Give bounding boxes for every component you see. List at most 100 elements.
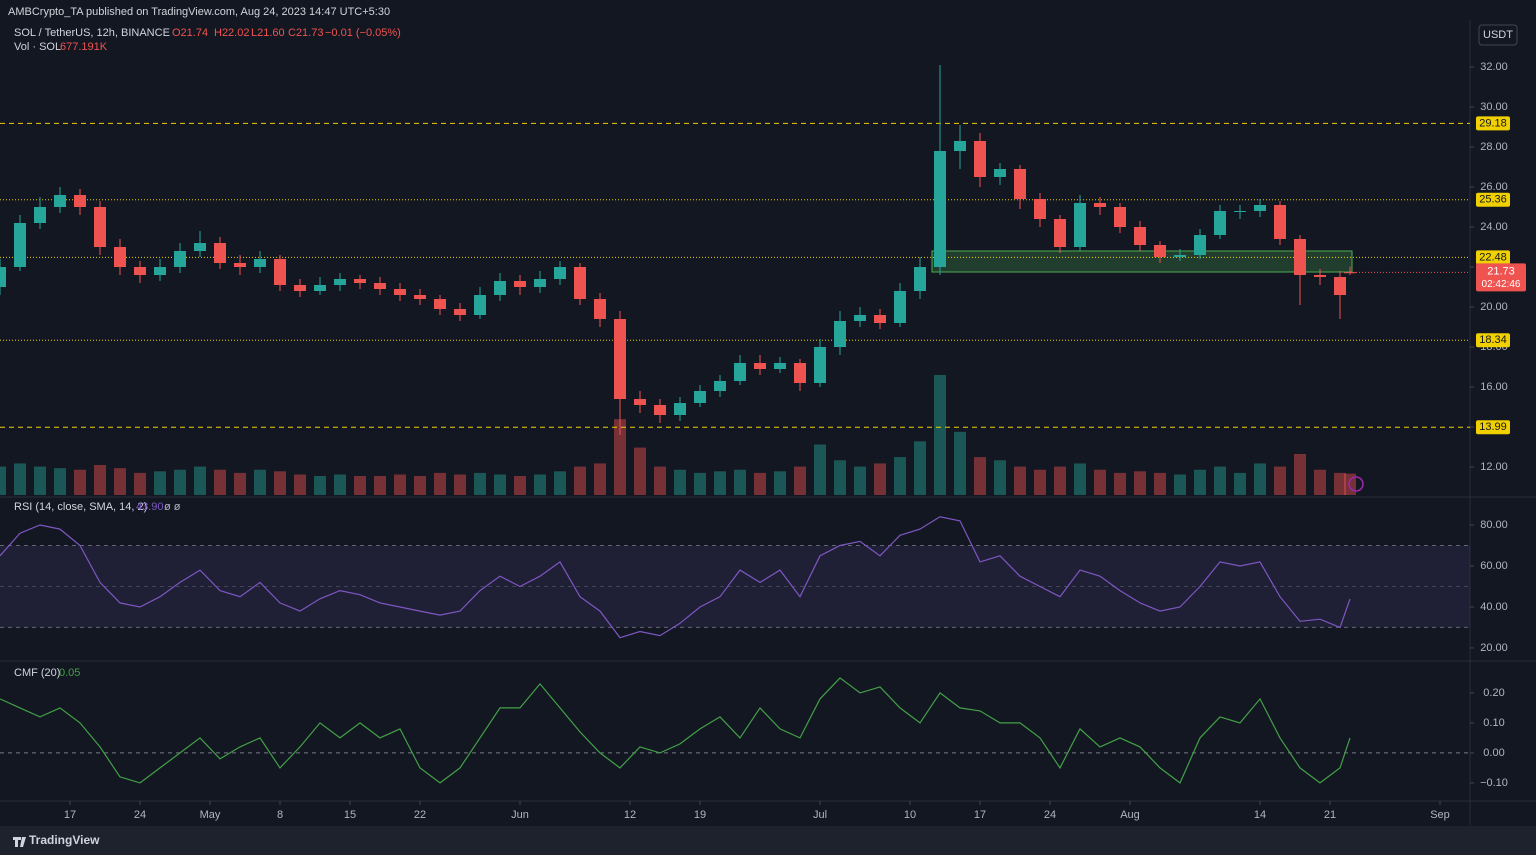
- volume-bar: [34, 466, 46, 495]
- volume-bar: [414, 476, 426, 495]
- rsi-band: [0, 545, 1470, 628]
- candle-body: [434, 299, 446, 309]
- candle-body: [894, 291, 906, 323]
- candle-body: [714, 381, 726, 391]
- candle-body: [294, 285, 306, 291]
- rsi-current: 43.90: [136, 501, 164, 513]
- volume-bar: [734, 469, 746, 495]
- candle-body: [974, 141, 986, 177]
- candle-body: [1214, 211, 1226, 235]
- rsi-extra: ø ø: [164, 501, 181, 513]
- candle-body: [254, 259, 266, 267]
- volume-bar: [1294, 453, 1306, 495]
- candle-body: [834, 321, 846, 347]
- candle-body: [1294, 239, 1306, 275]
- volume-bar: [654, 466, 666, 495]
- currency[interactable]: USDT: [1483, 29, 1513, 41]
- currency-button[interactable]: [1478, 24, 1518, 46]
- volume-bar: [714, 471, 726, 495]
- y-tick-label: 20.00: [1480, 301, 1508, 313]
- publisher: AMBCrypto_TA published on TradingView.co…: [8, 6, 390, 18]
- legend: SOL / TetherUS, 12h, BINANCE O21.74 H22.…: [14, 27, 401, 679]
- volume-bar: [1274, 466, 1286, 495]
- candle-body: [534, 279, 546, 287]
- candle-body: [134, 267, 146, 275]
- volume-bar: [794, 466, 806, 495]
- candle-body: [174, 251, 186, 267]
- candle-body: [954, 141, 966, 151]
- volume-bar: [774, 471, 786, 495]
- volume-bar: [54, 468, 66, 495]
- last-price: 21.73: [1487, 265, 1515, 277]
- volume-bar: [374, 476, 386, 495]
- candle-body: [234, 263, 246, 267]
- y-tick-label: 20.00: [1480, 642, 1508, 654]
- candle-body: [214, 243, 226, 263]
- volume-bar: [1054, 466, 1066, 495]
- volume-bar: [554, 471, 566, 495]
- candle-body: [1094, 203, 1106, 207]
- volume-bar: [314, 476, 326, 495]
- candle-body: [574, 267, 586, 299]
- volume-bar: [914, 441, 926, 495]
- ohlc-high: H22.02: [214, 27, 249, 39]
- volume-bar: [1214, 466, 1226, 495]
- candle-body: [114, 247, 126, 267]
- volume-bar: [0, 466, 6, 495]
- x-tick-label: 8: [277, 809, 283, 821]
- volume-bar: [574, 466, 586, 495]
- volume-bar: [994, 460, 1006, 495]
- volume-bar: [214, 469, 226, 495]
- ohlc-close: C21.73: [288, 27, 323, 39]
- candle-body: [994, 169, 1006, 177]
- volume-current: 677.191K: [60, 41, 108, 53]
- volume-bar: [114, 468, 126, 495]
- level-label-bg: [1476, 250, 1510, 265]
- cmf-current: 0.05: [59, 667, 80, 679]
- volume-bar: [1014, 466, 1026, 495]
- candle-body: [1254, 205, 1266, 211]
- rsi-label: RSI (14, close, SMA, 14, 2): [14, 501, 147, 513]
- candle-body: [734, 363, 746, 381]
- candle-body: [1334, 277, 1346, 295]
- candle-body: [814, 347, 826, 383]
- volume-bar: [954, 431, 966, 495]
- volume-bar: [1094, 469, 1106, 495]
- ohlc-change: −0.01 (−0.05%): [325, 27, 401, 39]
- volume-bar: [594, 463, 606, 495]
- volume-bar: [274, 471, 286, 495]
- volume-bar: [614, 419, 626, 495]
- volume-bar: [1074, 463, 1086, 495]
- x-tick-label: 19: [694, 809, 706, 821]
- candle-body: [874, 315, 886, 323]
- level-label: 13.99: [1479, 421, 1507, 433]
- volume-bar: [474, 472, 486, 495]
- y-tick-label: 16.00: [1480, 381, 1508, 393]
- volume-label: Vol · SOL: [14, 41, 61, 53]
- volume-bar: [1134, 471, 1146, 495]
- candle-body: [554, 267, 566, 279]
- volume-bar: [154, 471, 166, 495]
- candle-body: [374, 283, 386, 289]
- x-tick-label: 21: [1324, 809, 1336, 821]
- y-tick-label: 0.00: [1483, 747, 1504, 759]
- volume-bar: [974, 457, 986, 495]
- volume-bar: [134, 472, 146, 495]
- x-tick-label: 24: [134, 809, 146, 821]
- symbol-title: SOL / TetherUS, 12h, BINANCE: [14, 27, 170, 39]
- support-zone: [931, 250, 1353, 273]
- replay-icon[interactable]: [1348, 476, 1364, 492]
- x-tick-label: 12: [624, 809, 636, 821]
- candle-body: [274, 259, 286, 285]
- volume-bar: [1254, 463, 1266, 495]
- rsi-line: [0, 516, 1351, 639]
- x-tick-label: 17: [974, 809, 986, 821]
- volume-bar: [534, 474, 546, 495]
- candle-body: [914, 267, 926, 291]
- candle-body: [1274, 205, 1286, 239]
- volume-bar: [254, 469, 266, 495]
- candle-body: [674, 403, 686, 415]
- candle-body: [454, 309, 466, 315]
